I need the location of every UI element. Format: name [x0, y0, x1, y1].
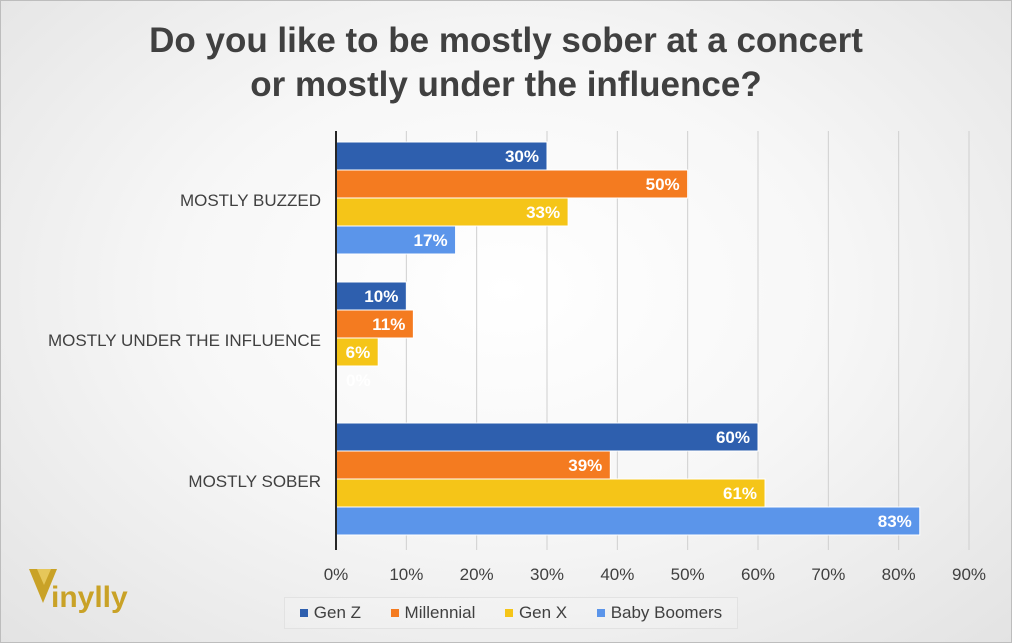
bar: [335, 197, 569, 227]
x-tick-label: 0%: [324, 565, 349, 584]
bar: [335, 478, 766, 508]
chart-title: Do you like to be mostly sober at a conc…: [1, 19, 1011, 107]
data-label: 11%: [372, 315, 405, 334]
legend-item: Millennial: [390, 603, 476, 623]
inylly-logo: inylly: [29, 569, 128, 614]
data-label: 6%: [346, 343, 371, 362]
x-tick-label: 70%: [811, 565, 845, 584]
data-label: 60%: [716, 428, 750, 447]
bar: [335, 422, 759, 452]
category-label: MOSTLY UNDER THE INFLUENCE: [48, 331, 321, 350]
legend-item: Baby Boomers: [596, 603, 723, 623]
x-tick-label: 90%: [952, 565, 986, 584]
data-label: 33%: [526, 203, 560, 222]
chart-title-line-1: Do you like to be mostly sober at a conc…: [149, 21, 863, 60]
data-label: 50%: [646, 175, 680, 194]
legend-swatch: [390, 609, 399, 617]
legend-label: Gen Z: [313, 603, 362, 622]
svg-text:inylly: inylly: [51, 581, 128, 614]
bar: [335, 281, 407, 311]
bar: [335, 337, 379, 367]
x-tick-label: 40%: [600, 565, 634, 584]
data-label: 83%: [878, 512, 912, 531]
category-label: MOSTLY BUZZED: [180, 191, 321, 210]
category-label: MOSTLY SOBER: [188, 472, 321, 491]
legend-label: Gen X: [518, 603, 568, 622]
legend-swatch: [299, 609, 308, 617]
x-tick-label: 30%: [530, 565, 564, 584]
data-label: 17%: [414, 231, 448, 250]
data-label: 30%: [505, 147, 539, 166]
data-label: 0%: [346, 371, 371, 390]
data-label: 39%: [568, 456, 602, 475]
legend-swatch: [596, 609, 605, 617]
legend-label: Baby Boomers: [610, 603, 723, 622]
x-tick-label: 60%: [741, 565, 775, 584]
chart-legend: Gen Z Millennial Gen X Baby Boomers: [284, 597, 738, 629]
x-tick-label: 10%: [389, 565, 423, 584]
bar: [335, 169, 689, 199]
legend-item: Gen Z: [299, 603, 362, 623]
x-tick-label: 50%: [671, 565, 705, 584]
data-label: 61%: [723, 484, 757, 503]
chart-title-line-2: or mostly under the influence?: [250, 65, 762, 104]
legend-swatch: [504, 609, 513, 617]
legend-item: Gen X: [504, 603, 568, 623]
legend-label: Millennial: [404, 603, 476, 622]
bar: [335, 225, 457, 255]
bar: [335, 506, 921, 536]
data-label: 10%: [364, 287, 398, 306]
x-tick-label: 20%: [460, 565, 494, 584]
x-tick-label: 80%: [882, 565, 916, 584]
